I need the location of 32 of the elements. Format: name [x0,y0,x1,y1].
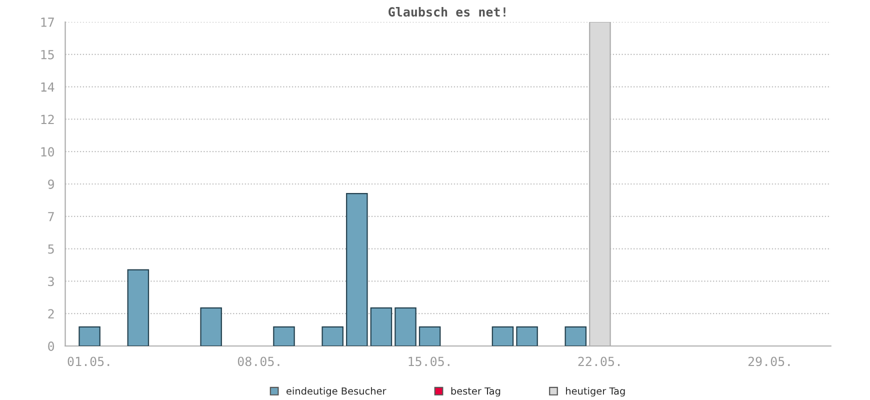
y-tick-label: 15 [41,50,54,60]
y-tick-label: 17 [41,18,54,27]
x-tick-label: 08.05. [238,356,280,366]
chart-title: Glaubsch es net! [388,6,506,17]
y-tick-label: 3 [48,276,54,286]
bar [200,307,222,346]
y-tick-label: 14 [41,82,54,92]
legend-label: bester Tag [451,387,500,397]
bar [492,326,514,346]
bar [418,326,441,346]
legend-label: eindeutige Besucher [286,387,386,397]
bar [78,326,100,346]
bar [346,192,368,346]
bar [273,326,295,346]
y-tick-label: 10 [41,147,54,157]
x-tick-label: 01.05. [68,356,110,366]
y-tick-label: 2 [48,309,54,318]
bar [127,269,150,346]
bar [564,326,587,346]
bar [370,307,392,346]
y-tick-label: 12 [41,114,54,124]
x-tick-label: 15.05. [408,356,450,366]
bar [516,326,538,346]
bar [322,326,344,346]
x-tick-label: 22.05. [578,356,620,366]
y-tick-label: 7 [48,212,54,222]
legend-label: heutiger Tag [566,387,625,397]
y-tick-label: 9 [48,180,54,189]
y-tick-label: 0 [48,342,54,351]
x-tick-label: 29.05. [748,356,790,366]
bar [394,307,416,346]
y-tick-label: 5 [48,244,54,254]
